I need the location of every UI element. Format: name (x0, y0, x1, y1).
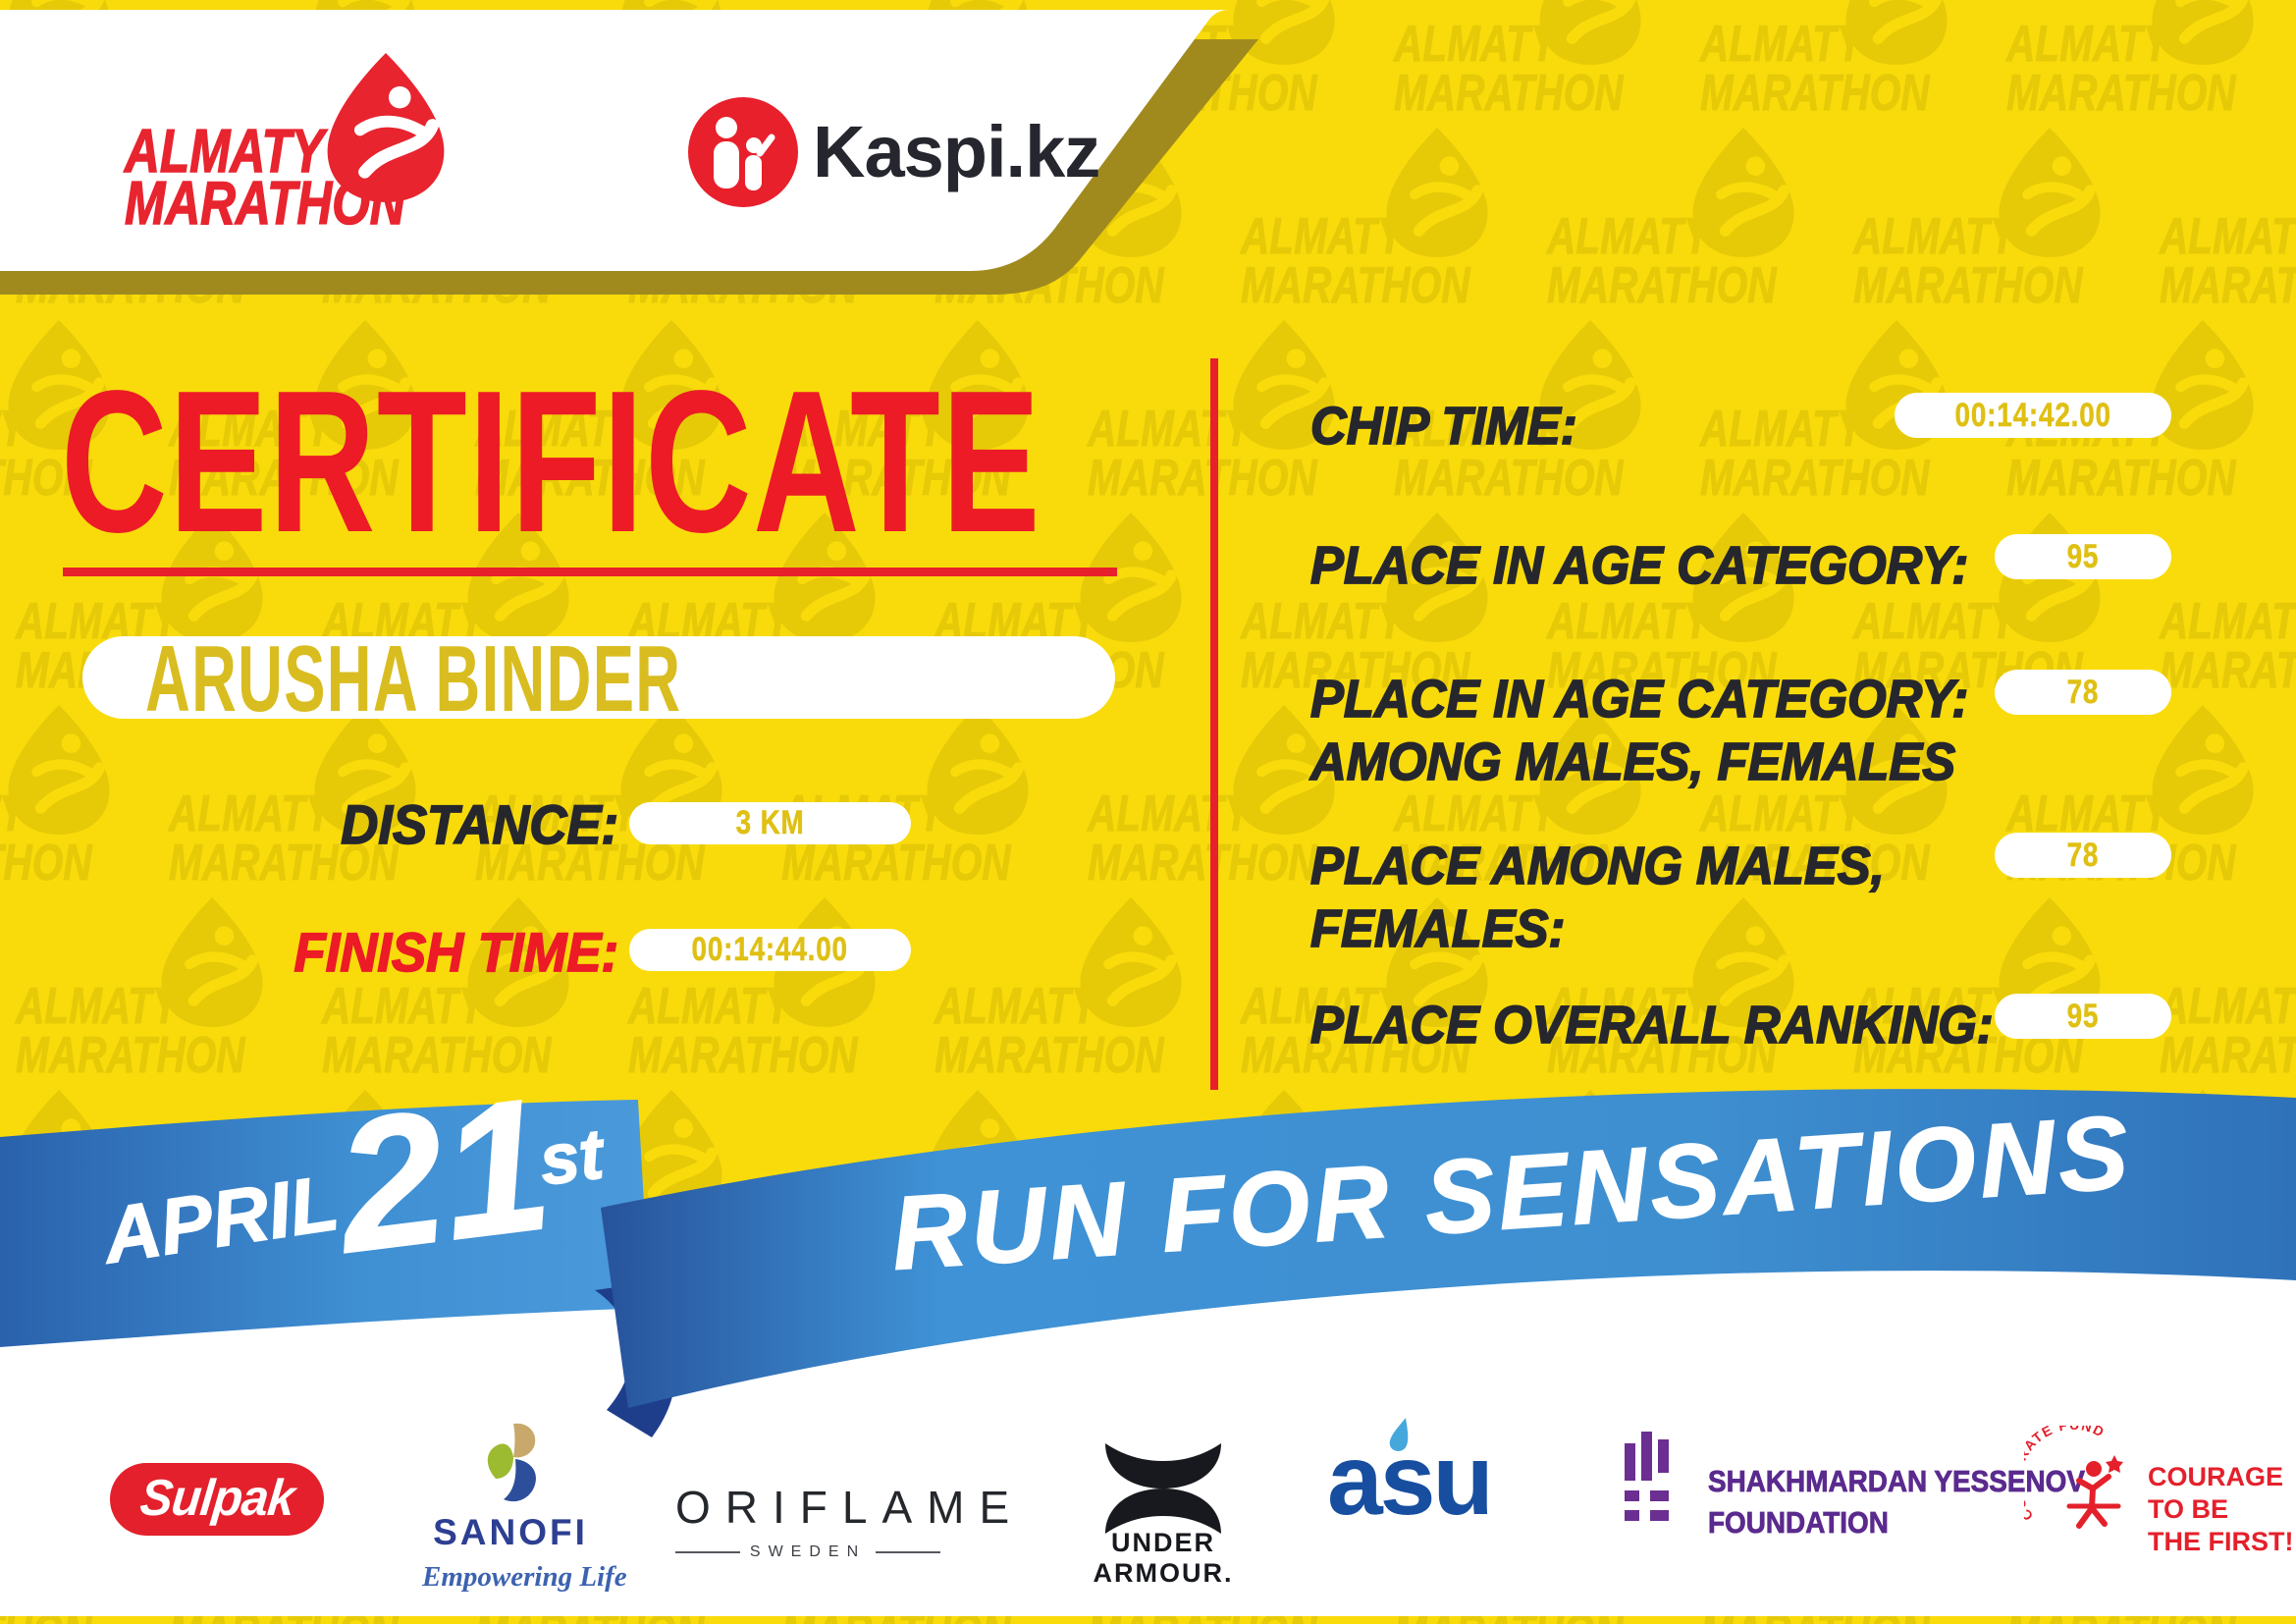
finish-time-value: 00:14:44.00 (691, 931, 849, 969)
header-panel (0, 10, 1258, 295)
distance-value: 3 KM (735, 804, 805, 842)
yessenov-foundation-icon (1625, 1432, 1669, 1521)
asu-wordmark: asu (1327, 1424, 1494, 1536)
place-gender-label-line2: FEMALES: (1309, 898, 1566, 959)
finish-time-label: FINISH TIME: (294, 921, 619, 983)
place-overall-value-box: 95 (1995, 994, 2171, 1039)
event-day-ordinal: st (535, 1114, 609, 1202)
courage-line3: THE FIRST! (2148, 1527, 2294, 1556)
almaty-line2: MARATHON (124, 170, 405, 238)
results-divider (1210, 358, 1218, 1090)
courage-slogan: COURAGE TO BE THE FIRST! (2148, 1461, 2294, 1558)
corporate-fund-icon: CORPORATE FUND (2024, 1426, 2123, 1529)
sulpak-wordmark: Sulpak (136, 1470, 297, 1527)
kaspi-logo-icon (688, 97, 798, 207)
title-underline (63, 568, 1117, 576)
oriflame-dash-left (675, 1551, 740, 1553)
sulpak-logo: Sulpak (110, 1463, 324, 1536)
page-title: CERTIFICATE (61, 349, 1042, 574)
chip-time-label: CHIP TIME: (1309, 396, 1577, 457)
almaty-marathon-logo-icon (327, 53, 445, 202)
place-overall-value: 95 (2066, 998, 2100, 1036)
place-age-category-value-box: 95 (1995, 534, 2171, 579)
almaty-marathon-wordmark: ALMATY MARATHON (124, 121, 405, 238)
kaspi-wordmark: Kaspi.kz (813, 111, 1100, 192)
sanofi-bird-icon (487, 1423, 536, 1502)
oriflame-logo: ORIFLAME SWEDEN (675, 1481, 1025, 1561)
place-age-gender-label-line2: AMONG MALES, FEMALES (1309, 731, 1956, 792)
under-armour-wordmark: UNDER ARMOUR. (1093, 1528, 1234, 1588)
oriflame-wordmark: ORIFLAME (675, 1482, 1025, 1533)
chip-time-value-box: 00:14:42.00 (1895, 393, 2171, 438)
courage-line2: TO BE (2148, 1494, 2229, 1524)
place-age-gender-value: 78 (2066, 674, 2100, 712)
oriflame-sweden: SWEDEN (749, 1543, 867, 1560)
sanofi-tagline: Empowering Life (422, 1561, 627, 1593)
oriflame-dash-right (876, 1551, 941, 1553)
place-gender-value: 78 (2066, 837, 2100, 875)
place-age-gender-label: PLACE IN AGE CATEGORY: AMONG MALES, FEMA… (1309, 668, 1969, 793)
distance-value-box: 3 KM (629, 802, 911, 844)
oriflame-subtitle: SWEDEN (675, 1543, 941, 1561)
place-age-category-value: 95 (2066, 538, 2100, 576)
place-gender-label: PLACE AMONG MALES, FEMALES: (1309, 835, 1885, 960)
place-gender-value-box: 78 (1995, 833, 2171, 878)
distance-label: DISTANCE: (340, 793, 618, 855)
asu-drop-icon (1389, 1418, 1409, 1451)
place-gender-label-line1: PLACE AMONG MALES, (1309, 836, 1885, 896)
header-white-shape (0, 10, 1229, 271)
sanofi-wordmark: SANOFI (433, 1512, 588, 1552)
finish-time-value-box: 00:14:44.00 (629, 929, 911, 971)
place-age-gender-label-line1: PLACE IN AGE CATEGORY: (1309, 669, 1969, 730)
courage-line1: COURAGE (2148, 1462, 2284, 1491)
place-overall-label: PLACE OVERALL RANKING: (1309, 995, 1994, 1056)
under-armour-icon (1105, 1443, 1221, 1534)
place-age-category-label: PLACE IN AGE CATEGORY: (1309, 535, 1969, 596)
place-age-gender-value-box: 78 (1995, 670, 2171, 715)
runner-name: ARUSHA BINDER (145, 626, 682, 731)
sanofi-logo: SANOFI Empowering Life (422, 1422, 627, 1594)
event-day: 21 (326, 1056, 561, 1293)
chip-time-value: 00:14:42.00 (1954, 397, 2111, 435)
